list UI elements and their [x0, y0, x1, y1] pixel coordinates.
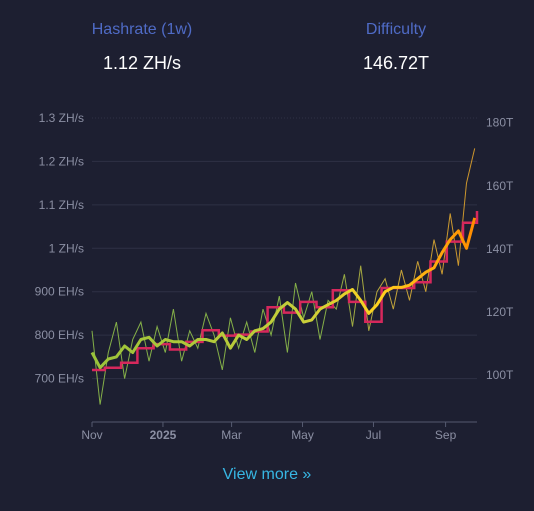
x-tick-label: 2025	[150, 428, 177, 442]
left-axis-ticks: 700 EH/s 800 EH/s 900 EH/s 1 ZH/s 1.1 ZH/s 1.…	[35, 111, 84, 386]
left-tick-label: 1.1 ZH/s	[39, 198, 84, 212]
x-tick-label: Mar	[221, 428, 242, 442]
right-tick-label: 120T	[486, 305, 514, 319]
x-tick-label: Sep	[435, 428, 457, 442]
hashrate-value: 1.12 ZH/s	[102, 53, 182, 73]
left-tick-label: 900 EH/s	[35, 285, 84, 299]
left-tick-label: 1.3 ZH/s	[39, 111, 84, 125]
view-more-link[interactable]: View more »	[222, 466, 312, 483]
x-tick-label: Jul	[366, 428, 381, 442]
x-axis-ticks: Nov 2025 Mar May Jul Sep	[81, 421, 477, 442]
daily-hashrate-line	[91, 148, 476, 405]
left-tick-label: 1.2 ZH/s	[39, 154, 84, 168]
right-axis-ticks: 100T 120T 140T 160T 180T	[486, 116, 514, 382]
hashrate-difficulty-chart[interactable]: 700 EH/s 800 EH/s 900 EH/s 1 ZH/s 1.1 ZH/s 1.…	[0, 100, 534, 450]
grid	[92, 117, 477, 380]
difficulty-label: Difficulty	[365, 21, 427, 38]
left-tick-label: 1 ZH/s	[49, 241, 84, 255]
difficulty-stat: Difficulty 146.72T	[316, 20, 476, 74]
average-hashrate-line	[90, 217, 477, 370]
x-tick-label: Nov	[81, 428, 102, 442]
x-tick-label: May	[291, 428, 314, 442]
difficulty-value: 146.72T	[362, 53, 430, 73]
left-tick-label: 800 EH/s	[35, 328, 84, 342]
right-tick-label: 180T	[486, 116, 514, 130]
series	[90, 148, 479, 405]
difficulty-line	[92, 211, 479, 372]
hashrate-label: Hashrate (1w)	[91, 21, 193, 38]
right-tick-label: 160T	[486, 179, 514, 193]
left-tick-label: 700 EH/s	[35, 372, 84, 386]
hashrate-stat: Hashrate (1w) 1.12 ZH/s	[62, 20, 222, 74]
right-tick-label: 100T	[486, 368, 514, 382]
right-tick-label: 140T	[486, 242, 514, 256]
